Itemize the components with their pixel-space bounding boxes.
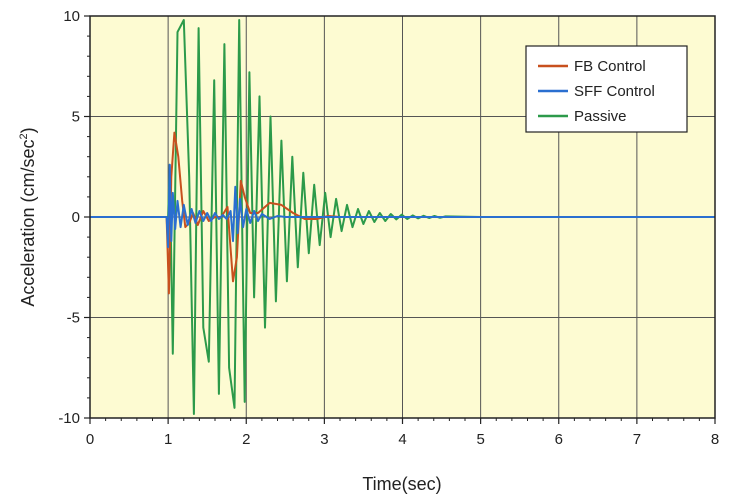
y-axis-title: Acceleration (cm/sec2): [18, 127, 38, 306]
tick-labels: 0 1 2 3 4 5 6 7 8 -10 -5 0 5 10: [58, 8, 719, 448]
y-tick-label-10: 10: [63, 8, 80, 25]
y-tick-label-5: 5: [72, 109, 80, 126]
x-tick-label-1: 1: [164, 431, 172, 448]
y-tick-label-0: 0: [72, 209, 80, 226]
x-tick-label-7: 7: [633, 431, 641, 448]
x-tick-label-8: 8: [711, 431, 719, 448]
x-axis-title: Time(sec): [362, 474, 441, 494]
ticks: [84, 15, 716, 424]
x-tick-label-2: 2: [242, 431, 250, 448]
y-tick-label--5: -5: [67, 310, 80, 327]
series-layer: [90, 19, 715, 415]
y-axis-title-end: ): [18, 127, 38, 133]
y-axis-title-main: Acceleration (cm/sec: [18, 140, 38, 307]
x-tick-label-4: 4: [398, 431, 406, 448]
legend-label-sff-control: SFF Control: [574, 83, 655, 100]
legend-label-passive: Passive: [574, 108, 627, 125]
legend: FB Control SFF Control Passive: [525, 45, 688, 133]
y-tick-label--10: -10: [58, 410, 80, 427]
x-tick-label-0: 0: [86, 431, 94, 448]
series-line-sff-control: [90, 163, 715, 249]
legend-label-fb-control: FB Control: [574, 58, 646, 75]
x-tick-label-6: 6: [555, 431, 563, 448]
x-tick-label-5: 5: [476, 431, 484, 448]
y-axis-title-sup: 2: [18, 133, 30, 139]
legend-box: [525, 45, 688, 133]
series-line-fb-control: [90, 131, 715, 295]
x-tick-label-3: 3: [320, 431, 328, 448]
